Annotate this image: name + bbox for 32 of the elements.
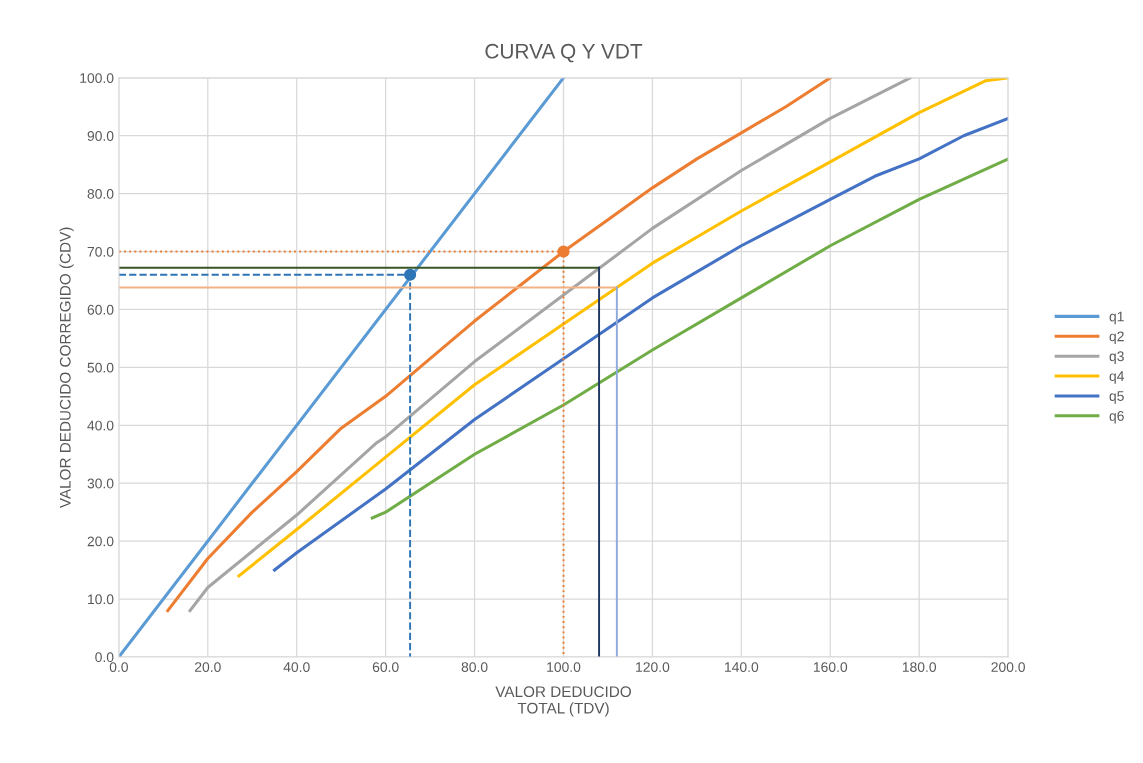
y-tick-label: 0.0 — [95, 652, 114, 663]
legend-label: q6 — [1109, 411, 1124, 424]
y-tick-label: 40.0 — [87, 420, 114, 431]
x-tick-label: 140.0 — [725, 662, 759, 673]
x-tick-label: 0.0 — [109, 662, 128, 673]
legend-label: q1 — [1109, 311, 1124, 325]
x-tick-label: 160.0 — [813, 662, 848, 673]
x-tick-label: 200.0 — [991, 662, 1025, 673]
y-tick-label: 10.0 — [88, 594, 114, 605]
x-tick-label: 20.0 — [194, 662, 221, 673]
x-tick-label: 100.0 — [547, 662, 581, 673]
x-tick-label: 60.0 — [372, 662, 399, 673]
legend-label: q2 — [1109, 331, 1124, 345]
x-tick-label: 120.0 — [636, 662, 670, 673]
x-tick-label: 180.0 — [902, 662, 937, 673]
legend-label: q4 — [1109, 371, 1125, 384]
x-tick-label: 40.0 — [283, 662, 310, 673]
legend-label: q3 — [1109, 351, 1124, 364]
chart-title: CURVA Q Y VDT — [485, 43, 643, 63]
y-tick-label: 70.0 — [87, 246, 114, 257]
y-tick-label: 20.0 — [87, 536, 114, 547]
y-axis-title: VALOR DEDUCIDO CORREGIDO (CDV) — [59, 227, 74, 509]
y-tick-label: 50.0 — [87, 362, 114, 373]
line-series — [370, 157, 1009, 520]
y-tick-label: 80.0 — [87, 188, 114, 199]
y-tick-label: 30.0 — [87, 478, 114, 489]
legend-label: q5 — [1109, 391, 1124, 404]
y-tick-label: 60.0 — [87, 304, 114, 315]
x-tick-label: 80.0 — [461, 662, 488, 673]
y-tick-label: 100.0 — [80, 73, 114, 83]
y-tick-label: 90.0 — [87, 131, 114, 141]
x-axis-title: VALOR DEDUCIDO TOTAL (TDV) — [495, 686, 631, 717]
